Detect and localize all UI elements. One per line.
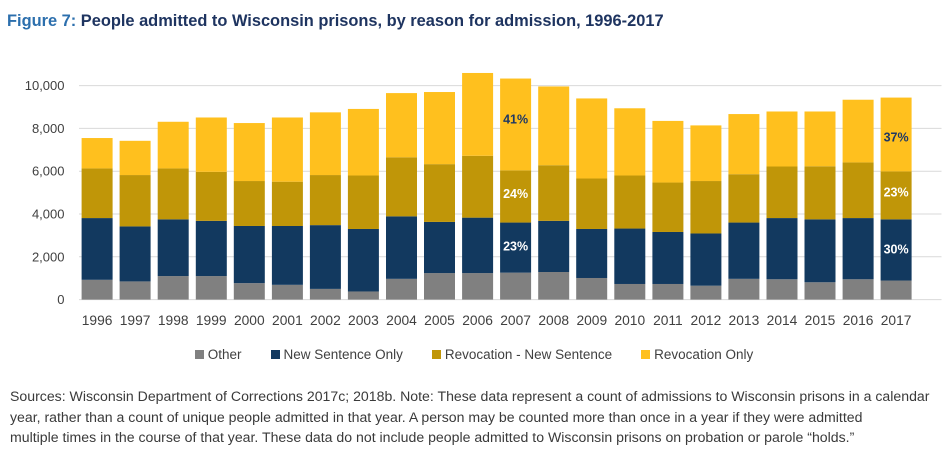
svg-text:41%: 41% bbox=[503, 112, 528, 126]
svg-text:23%: 23% bbox=[503, 239, 528, 253]
svg-text:2013: 2013 bbox=[729, 313, 760, 328]
svg-text:2003: 2003 bbox=[348, 313, 379, 328]
svg-text:2,000: 2,000 bbox=[32, 249, 65, 264]
svg-text:2007: 2007 bbox=[500, 313, 531, 328]
svg-text:23%: 23% bbox=[884, 185, 909, 199]
svg-text:0: 0 bbox=[57, 292, 64, 307]
svg-text:4,000: 4,000 bbox=[32, 207, 65, 222]
svg-text:2001: 2001 bbox=[272, 313, 303, 328]
svg-text:2008: 2008 bbox=[538, 313, 569, 328]
svg-text:30%: 30% bbox=[884, 242, 909, 256]
svg-text:6,000: 6,000 bbox=[32, 164, 65, 179]
svg-text:8,000: 8,000 bbox=[32, 121, 65, 136]
svg-text:2005: 2005 bbox=[424, 313, 455, 328]
svg-text:1996: 1996 bbox=[82, 313, 113, 328]
svg-text:24%: 24% bbox=[503, 187, 528, 201]
svg-text:2010: 2010 bbox=[614, 313, 645, 328]
svg-text:1999: 1999 bbox=[196, 313, 227, 328]
svg-text:2006: 2006 bbox=[462, 313, 493, 328]
svg-text:2016: 2016 bbox=[843, 313, 874, 328]
svg-text:2000: 2000 bbox=[234, 313, 265, 328]
svg-text:1998: 1998 bbox=[158, 313, 189, 328]
svg-text:2009: 2009 bbox=[576, 313, 607, 328]
svg-text:1997: 1997 bbox=[120, 313, 151, 328]
svg-text:2004: 2004 bbox=[386, 313, 417, 328]
svg-text:2017: 2017 bbox=[881, 313, 912, 328]
svg-text:2011: 2011 bbox=[653, 313, 683, 328]
svg-text:2015: 2015 bbox=[805, 313, 836, 328]
svg-text:2012: 2012 bbox=[691, 313, 722, 328]
svg-text:10,000: 10,000 bbox=[25, 78, 65, 93]
svg-text:37%: 37% bbox=[884, 130, 909, 144]
svg-text:2002: 2002 bbox=[310, 313, 341, 328]
svg-text:2014: 2014 bbox=[767, 313, 798, 328]
